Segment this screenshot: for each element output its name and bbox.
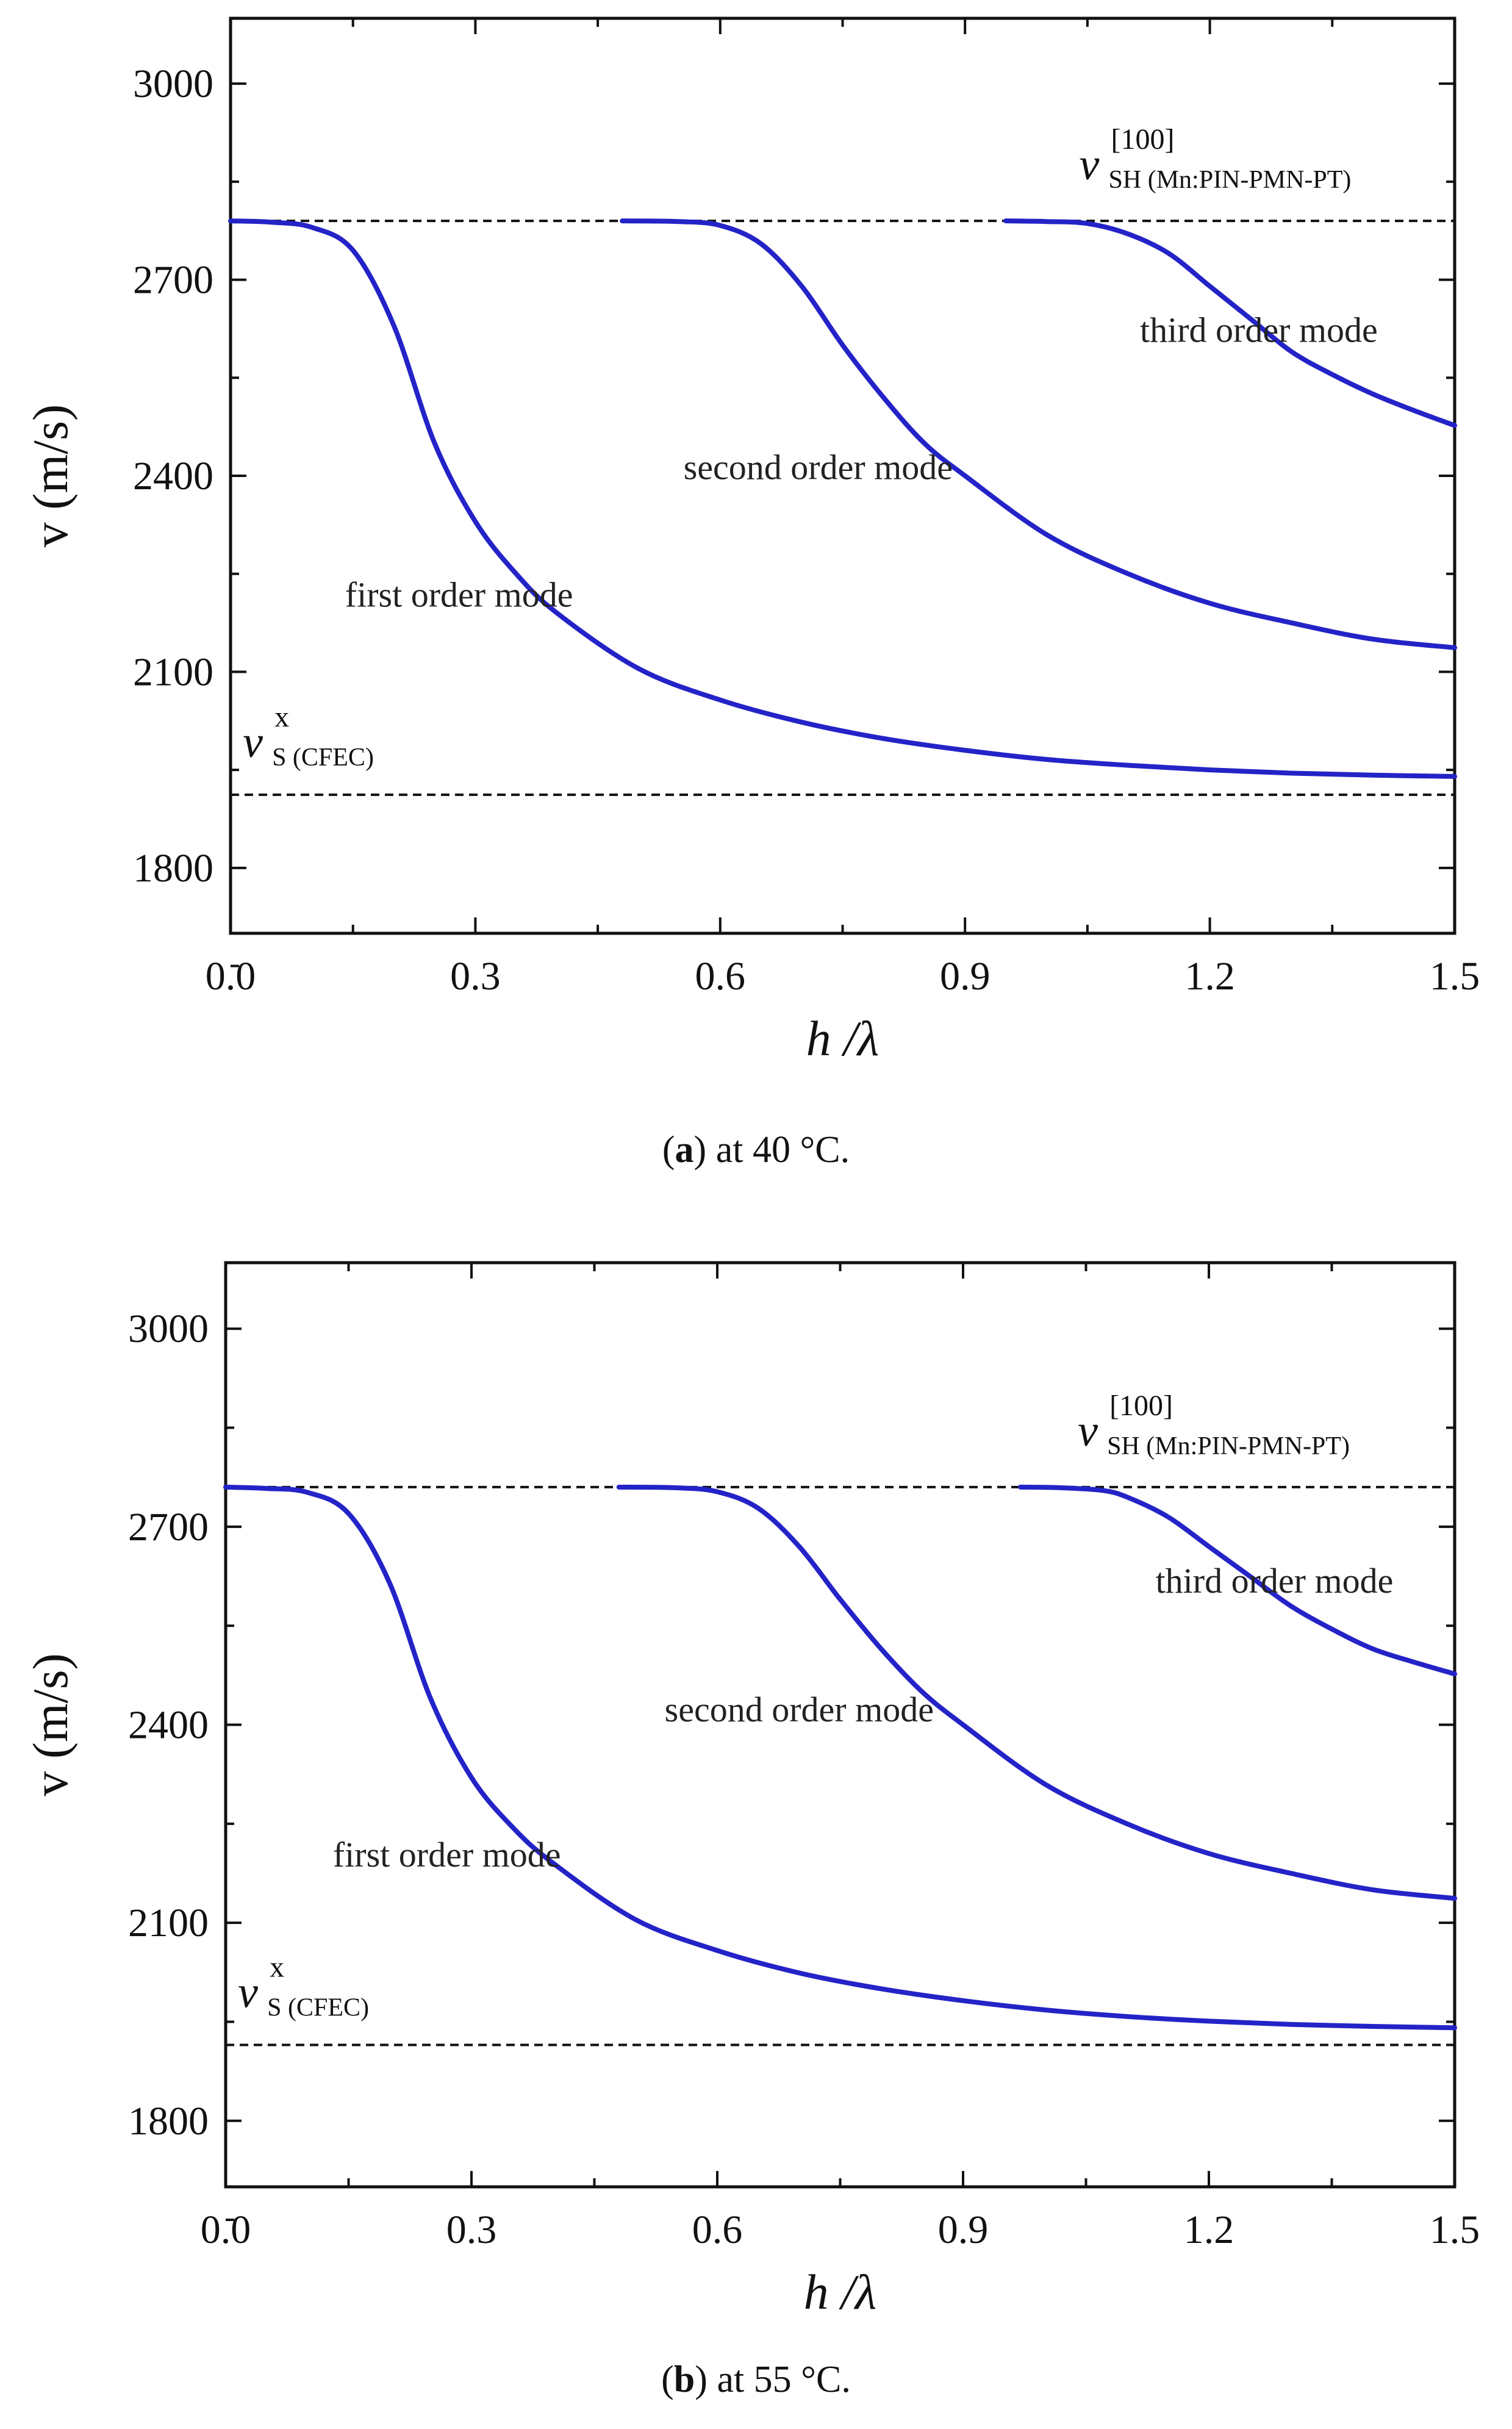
caption-a: (a) at 40 °C. (662, 1129, 850, 1171)
series-line-first-order-mode (228, 218, 1457, 779)
reference-symbol: v (238, 1967, 258, 2017)
reference-superscript: [100] (1109, 1390, 1173, 1422)
x-tick-label: 1.2 (1184, 2208, 1234, 2252)
mode-annotation: second order mode (665, 1690, 934, 1729)
caption-a-text: at 40 °C. (715, 1129, 850, 1171)
chart-panel-b: 0.0 0.3 0.6 0.9 1.2 1.5 1800 2100 2400 2700 3000 h … (0, 1244, 1512, 2429)
series-line-third-order-mode (1003, 218, 1457, 428)
y-tick-label: 1800 (128, 2099, 209, 2144)
reference-symbol: v (243, 717, 263, 767)
x-tick-label: 0.3 (450, 954, 501, 999)
x-tick-label: 0.9 (940, 954, 991, 999)
chart-b-svg: 0.0 0.3 0.6 0.9 1.2 1.5 1800 2100 2400 2700 3000 h … (23, 1261, 1480, 2320)
x-tick-label: 0.0 (201, 2208, 251, 2252)
x-tick-label: 1.2 (1184, 954, 1235, 999)
y-tick-label: 1800 (133, 846, 213, 891)
reference-symbol: v (1078, 1406, 1098, 1456)
reference-superscript: x (270, 1951, 284, 1983)
reference-symbol: v (1080, 140, 1100, 190)
y-tick-label: 2400 (128, 1703, 209, 1748)
reference-superscript: [100] (1111, 123, 1175, 156)
series-line-second-order-mode (616, 1484, 1457, 1901)
chart-panel-a: 0.0 0.3 0.6 0.9 1.2 1.5 1800 2100 2400 2700 3000 h … (23, 16, 1480, 1171)
caption-b: (b) at 55 °C. (661, 2359, 851, 2400)
y-axis-title: v (m/s) (23, 1653, 78, 1796)
x-tick-label: 0.6 (692, 2208, 743, 2252)
chart-a-svg: 0.0 0.3 0.6 0.9 1.2 1.5 1800 2100 2400 2700 3000 h … (23, 16, 1480, 1066)
x-tick-label: 0.6 (695, 954, 746, 999)
y-tick-label: 2400 (133, 454, 213, 498)
series-line-second-order-mode (620, 218, 1457, 650)
y-tick-label: 2100 (128, 1901, 209, 1945)
y-axis-title: v (m/s) (23, 404, 78, 548)
mode-annotation: third order mode (1156, 1561, 1394, 1601)
x-tick-label: 1.5 (1430, 2208, 1480, 2252)
y-tick-label: 2100 (133, 650, 213, 694)
y-tick-label: 2700 (128, 1505, 209, 1549)
caption-b-text: at 55 °C. (717, 2359, 851, 2400)
x-tick-label: 0.0 (206, 954, 256, 999)
reference-subscript: SH (Mn:PIN-PMN-PT) (1109, 166, 1352, 194)
reference-subscript: S (CFEC) (272, 744, 374, 772)
x-tick-label: 0.9 (938, 2208, 989, 2252)
mode-annotation: third order mode (1140, 310, 1378, 350)
reference-subscript: SH (Mn:PIN-PMN-PT) (1107, 1432, 1350, 1460)
x-axis-title: h /λ (804, 2264, 877, 2320)
mode-annotation: second order mode (684, 447, 953, 487)
caption-a-label: a (675, 1129, 694, 1171)
x-axis-title: h /λ (806, 1011, 880, 1066)
mode-annotation: first order mode (333, 1835, 561, 1875)
caption-b-label: b (673, 2359, 695, 2400)
x-tick-label: 1.5 (1430, 954, 1480, 999)
x-tick-label: 0.3 (446, 2208, 497, 2252)
mode-annotation: first order mode (345, 575, 573, 614)
y-tick-label: 3000 (133, 62, 213, 106)
series-line-third-order-mode (1018, 1484, 1457, 1677)
reference-subscript: S (CFEC) (267, 1993, 369, 2022)
reference-superscript: x (274, 701, 289, 733)
series-line-first-order-mode (223, 1484, 1457, 2031)
y-tick-label: 3000 (128, 1307, 209, 1351)
y-tick-label: 2700 (133, 258, 213, 303)
